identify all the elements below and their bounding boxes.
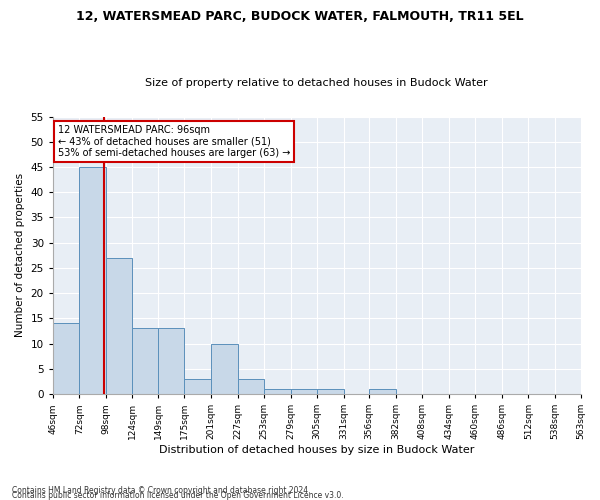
Bar: [369, 389, 396, 394]
Text: Contains public sector information licensed under the Open Government Licence v3: Contains public sector information licen…: [12, 490, 344, 500]
Text: 12, WATERSMEAD PARC, BUDOCK WATER, FALMOUTH, TR11 5EL: 12, WATERSMEAD PARC, BUDOCK WATER, FALMO…: [76, 10, 524, 23]
X-axis label: Distribution of detached houses by size in Budock Water: Distribution of detached houses by size …: [159, 445, 475, 455]
Bar: [53, 324, 79, 394]
Y-axis label: Number of detached properties: Number of detached properties: [15, 173, 25, 338]
Text: 12 WATERSMEAD PARC: 96sqm
← 43% of detached houses are smaller (51)
53% of semi-: 12 WATERSMEAD PARC: 96sqm ← 43% of detac…: [58, 125, 290, 158]
Bar: [238, 379, 264, 394]
Bar: [317, 389, 344, 394]
Bar: [184, 379, 211, 394]
Bar: [211, 344, 238, 394]
Bar: [106, 258, 133, 394]
Bar: [264, 389, 290, 394]
Bar: [290, 389, 317, 394]
Bar: [158, 328, 184, 394]
Title: Size of property relative to detached houses in Budock Water: Size of property relative to detached ho…: [145, 78, 488, 88]
Text: Contains HM Land Registry data © Crown copyright and database right 2024.: Contains HM Land Registry data © Crown c…: [12, 486, 311, 495]
Bar: [79, 167, 106, 394]
Bar: [133, 328, 158, 394]
